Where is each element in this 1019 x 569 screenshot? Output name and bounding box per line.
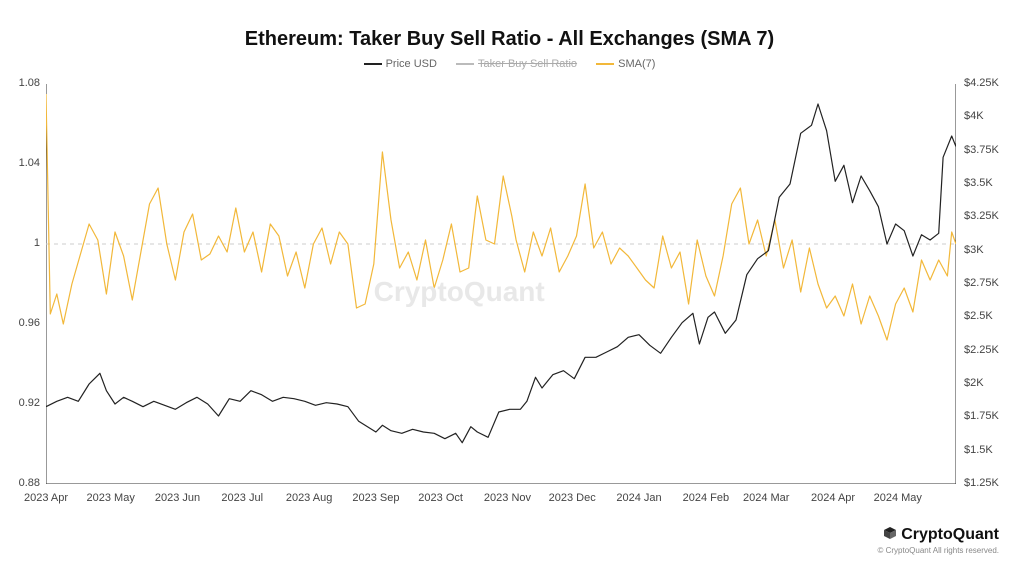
logo-name: CryptoQuant <box>901 526 999 543</box>
logo-icon <box>883 526 897 540</box>
legend-swatch-ratio <box>456 63 474 65</box>
plot-area <box>46 84 956 484</box>
copyright-text: © CryptoQuant All rights reserved. <box>878 546 1000 555</box>
legend-item-ratio: Taker Buy Sell Ratio <box>456 58 580 70</box>
legend-item-price: Price USD <box>364 58 440 70</box>
legend-swatch-sma <box>596 63 614 65</box>
logo-block: CryptoQuant © CryptoQuant All rights res… <box>878 526 1000 555</box>
legend-item-sma: SMA(7) <box>596 58 655 70</box>
chart-container: Ethereum: Taker Buy Sell Ratio - All Exc… <box>0 0 1019 569</box>
legend-label-price: Price USD <box>386 58 437 70</box>
chart-title: Ethereum: Taker Buy Sell Ratio - All Exc… <box>0 28 1019 51</box>
legend-swatch-price <box>364 63 382 65</box>
legend-label-ratio: Taker Buy Sell Ratio <box>478 58 577 70</box>
logo-text: CryptoQuant <box>878 526 1000 544</box>
legend: Price USD Taker Buy Sell Ratio SMA(7) <box>0 58 1019 70</box>
legend-label-sma: SMA(7) <box>618 58 655 70</box>
